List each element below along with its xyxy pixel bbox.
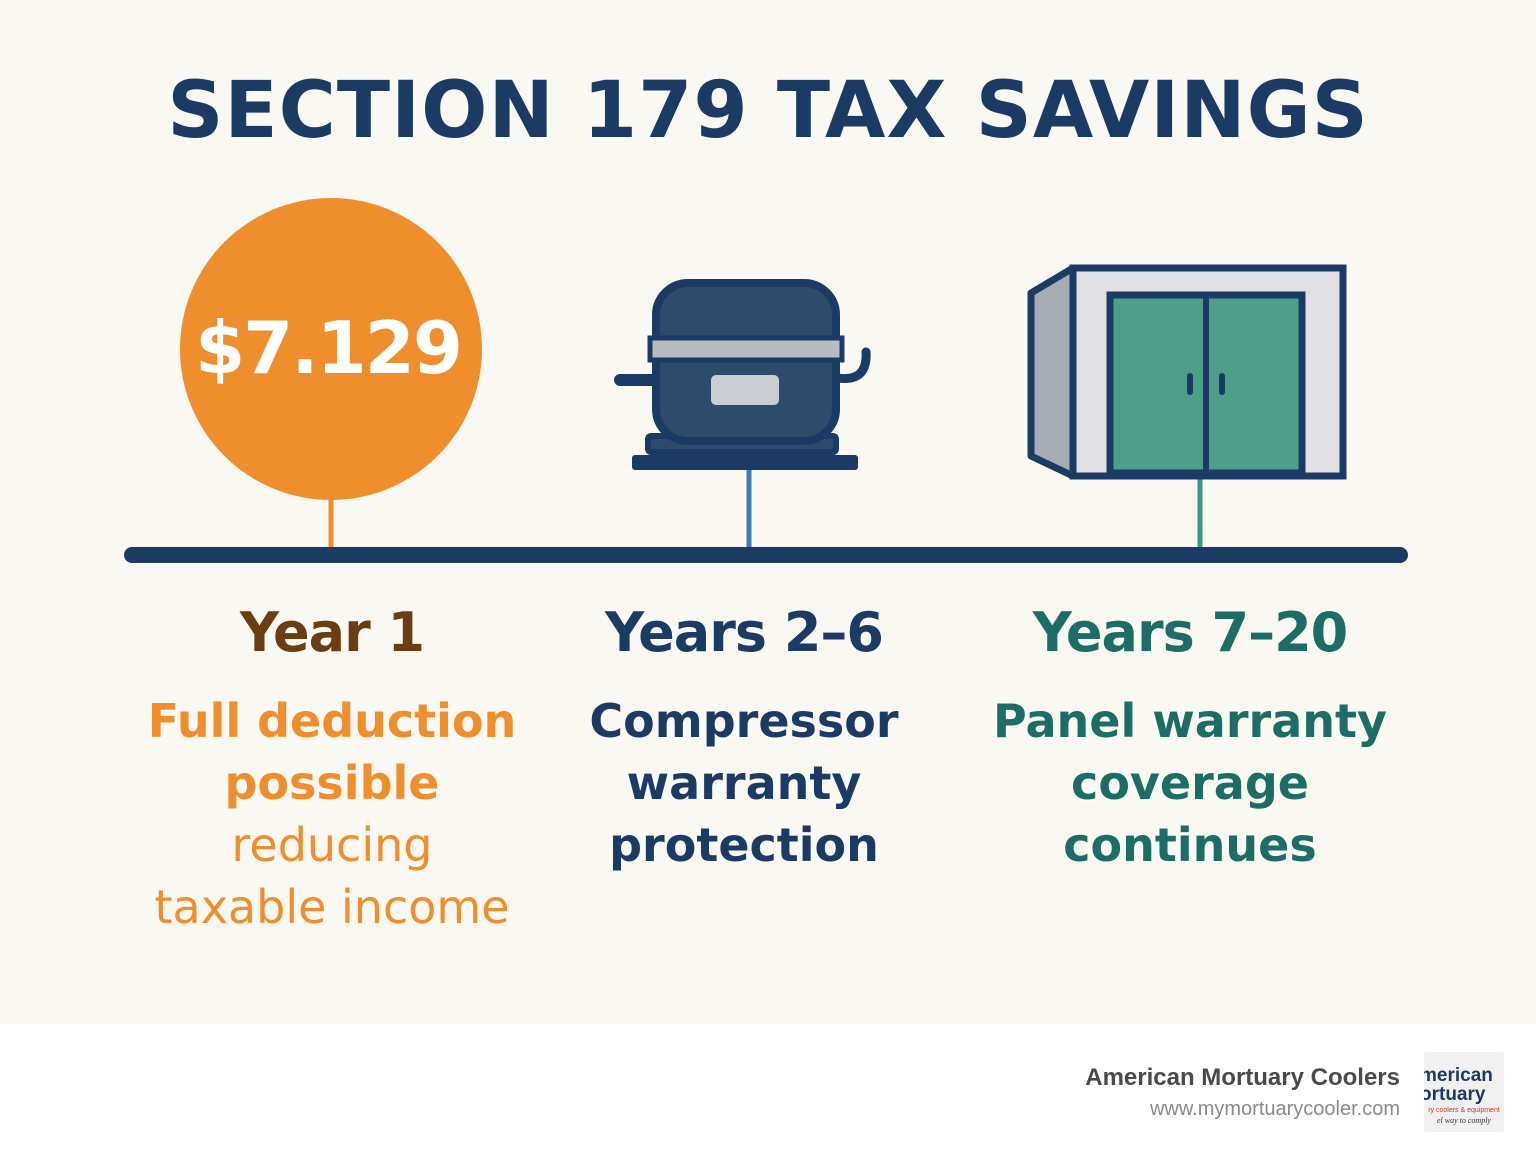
years7-20-desc-line3: continues <box>1063 818 1317 872</box>
year1-desc-line1: Full deduction <box>147 694 517 748</box>
brand-logo: merican ortuary ry coolers & equipment e… <box>1424 1052 1504 1132</box>
amount-label: $7.129 <box>195 306 461 390</box>
years7-20-heading: Years 7–20 <box>1032 601 1349 664</box>
years2-6-description: Compressor warranty protection <box>524 690 964 876</box>
compressor-icon <box>614 279 871 470</box>
years7-20-desc-line2: coverage <box>1071 756 1309 810</box>
brand-name: American Mortuary Coolers <box>1085 1064 1400 1091</box>
page-title: SECTION 179 TAX SAVINGS <box>167 66 1369 156</box>
logo-line-3: ry coolers & equipment <box>1428 1107 1500 1114</box>
logo-line-4: el way to comply <box>1437 1116 1491 1125</box>
logo-line-1: merican <box>1424 1065 1493 1086</box>
year1-desc-line3: reducing <box>231 818 433 872</box>
timeline-graphic: $7.129 <box>124 198 1408 563</box>
years7-20-desc-line1: Panel warranty <box>993 694 1387 748</box>
years2-6-desc-line2: warranty <box>626 756 862 810</box>
years2-6-desc-line3: protection <box>609 818 879 872</box>
year1-heading: Year 1 <box>239 601 425 664</box>
years2-6-desc-line1: Compressor <box>589 694 899 748</box>
year1-desc-line4: taxable income <box>154 880 510 934</box>
logo-line-2: ortuary <box>1424 1084 1486 1105</box>
footer: American Mortuary Coolers www.mymortuary… <box>0 1024 1536 1154</box>
cooler-panel-icon <box>1027 264 1347 480</box>
years2-6-column: Years 2–6 Compressor warranty protection <box>524 598 964 876</box>
years7-20-description: Panel warranty coverage continues <box>970 690 1410 876</box>
year1-column: Year 1 Full deduction possible reducing … <box>112 598 552 938</box>
year1-desc-line2: possible <box>224 756 440 810</box>
years2-6-heading: Years 2–6 <box>605 601 884 664</box>
year1-description: Full deduction possible reducing taxable… <box>112 690 552 938</box>
brand-url[interactable]: www.mymortuarycooler.com <box>1149 1098 1400 1120</box>
years7-20-column: Years 7–20 Panel warranty coverage conti… <box>970 598 1410 876</box>
money-circle-icon: $7.129 <box>180 198 482 500</box>
